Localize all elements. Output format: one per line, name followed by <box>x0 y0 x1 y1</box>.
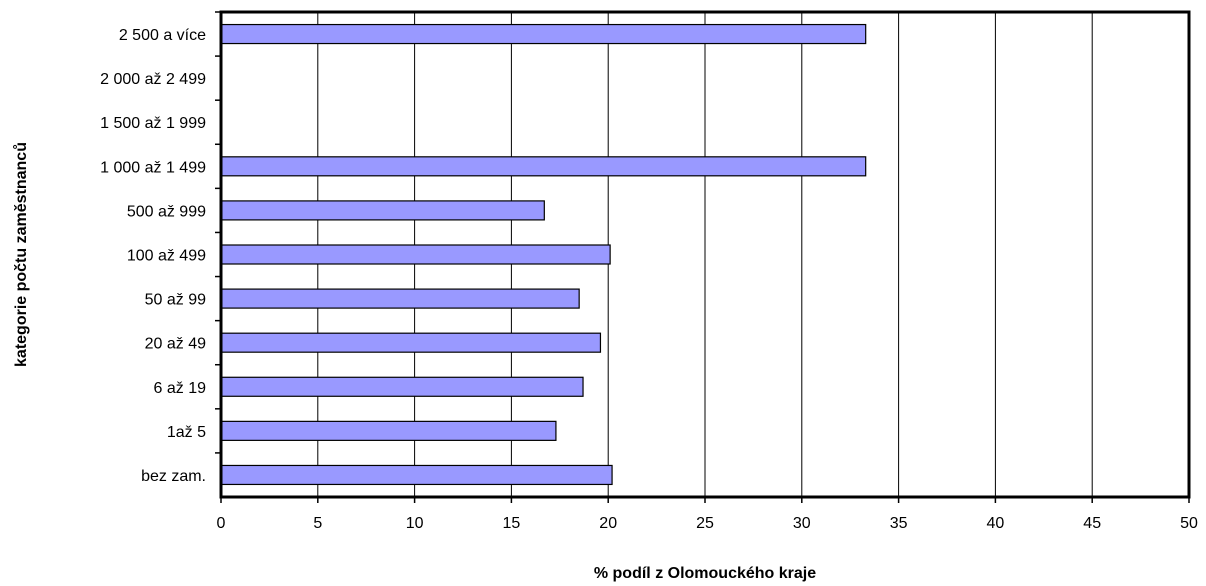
category-label: 20 až 49 <box>145 336 206 353</box>
bar <box>220 23 867 45</box>
category-label: 6 až 19 <box>154 380 207 397</box>
category-label: 50 až 99 <box>145 292 206 309</box>
bar <box>220 464 613 486</box>
x-tick-label: 0 <box>217 515 226 532</box>
x-tick-label: 45 <box>1083 515 1101 532</box>
category-label: 1 000 až 1 499 <box>100 159 206 176</box>
x-axis-ticks: 0 5 10 15 20 25 30 35 40 45 50 <box>217 497 1198 532</box>
bar <box>220 332 602 353</box>
bar <box>220 244 611 265</box>
category-label: 2 500 a více <box>119 27 206 44</box>
y-axis-categories: 2 500 a více 2 000 až 2 499 1 500 až 1 999… <box>100 11 221 485</box>
bar <box>220 420 557 441</box>
category-label: 100 až 499 <box>127 248 206 265</box>
category-label: bez zam. <box>141 468 206 485</box>
category-label: 1až 5 <box>167 424 206 441</box>
x-tick-label: 35 <box>890 515 908 532</box>
bar <box>220 288 580 309</box>
x-axis-title: % podíl z Olomouckého kraje <box>594 565 816 582</box>
x-tick-label: 25 <box>696 515 714 532</box>
bar <box>220 156 867 177</box>
category-label: 500 až 999 <box>127 203 206 220</box>
gridlines <box>317 12 1093 497</box>
category-label: 1 500 až 1 999 <box>100 115 206 132</box>
x-tick-label: 30 <box>793 515 811 532</box>
x-tick-label: 40 <box>987 515 1005 532</box>
x-tick-label: 20 <box>599 515 617 532</box>
bar <box>220 376 584 397</box>
x-tick-label: 15 <box>503 515 521 532</box>
y-axis-title: kategorie počtu zaměstnanců <box>13 142 30 367</box>
bar <box>220 200 545 221</box>
x-tick-label: 10 <box>406 515 424 532</box>
x-tick-label: 50 <box>1180 515 1198 532</box>
category-label: 2 000 až 2 499 <box>100 71 206 88</box>
x-tick-label: 5 <box>313 515 322 532</box>
